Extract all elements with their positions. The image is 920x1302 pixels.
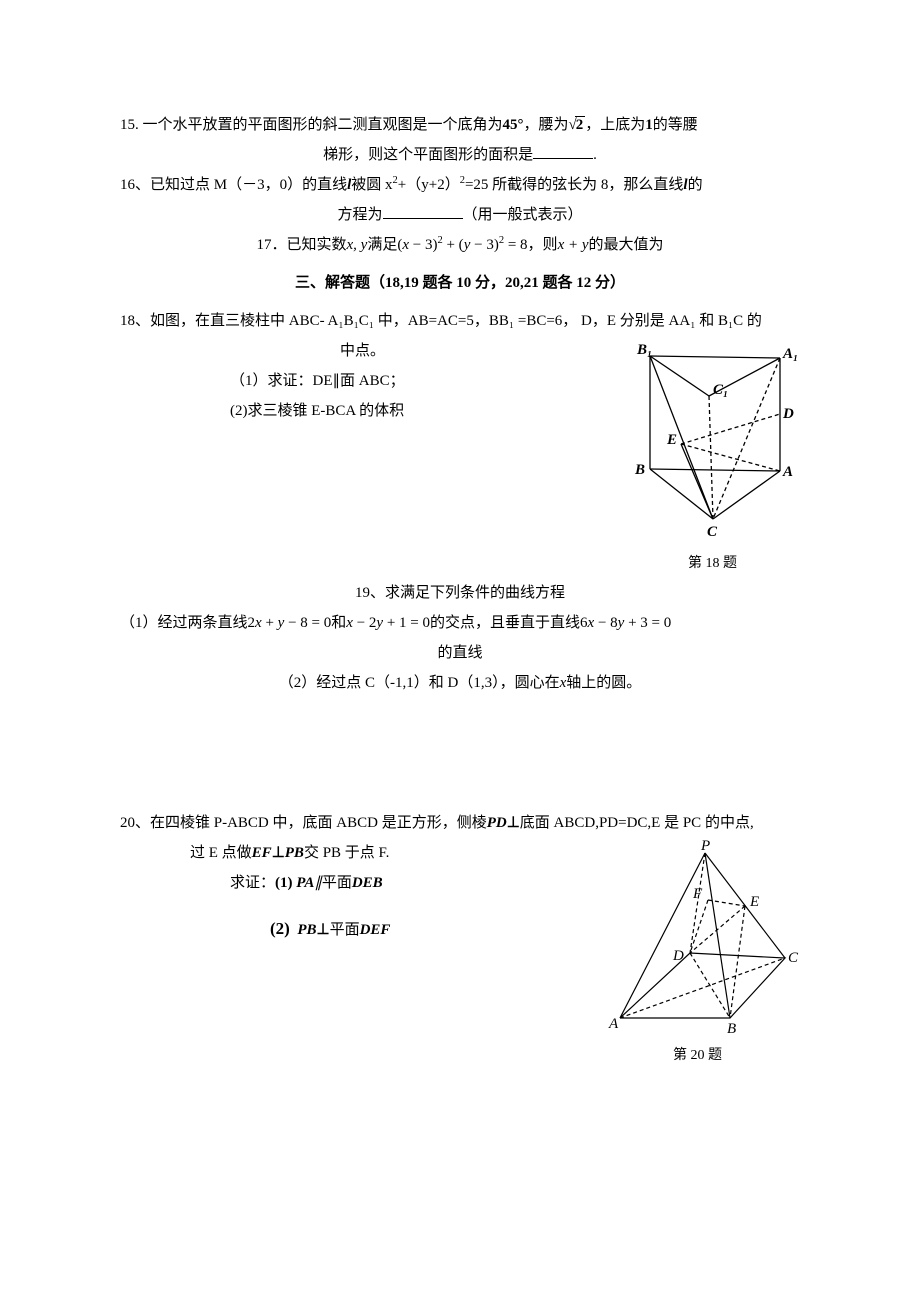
svg-text:C: C <box>707 524 718 540</box>
q20-caption: 第 20 题 <box>595 1042 800 1070</box>
spacer <box>120 698 800 808</box>
question-20-line1: 20、在四棱锥 P-ABCD 中，底面 ABCD 是正方形，侧棱PD⊥底面 AB… <box>120 808 800 838</box>
question-16: 16、已知过点 M（－3，0）的直线l被圆 x2+（y+2）2=25 所截得的弦… <box>120 170 800 200</box>
q16-line2: 方程为（用一般式表示） <box>120 200 800 230</box>
svg-text:A: A <box>782 464 793 480</box>
svg-text:C: C <box>788 950 799 966</box>
q20-part1: 求证：(1) PA∥平面DEB <box>120 868 575 898</box>
pyramid-diagram-icon: P E F D C A B <box>595 838 800 1038</box>
svg-text:D: D <box>672 948 684 964</box>
svg-text:E: E <box>749 894 759 910</box>
blank-field[interactable] <box>383 203 463 219</box>
q20-row: 过 E 点做EF⊥PB交 PB 于点 F. 求证：(1) PA∥平面DEB (2… <box>120 838 800 1070</box>
question-19-title: 19、求满足下列条件的曲线方程 <box>120 578 800 608</box>
q18-line2: 中点。 <box>120 336 605 366</box>
q18-figure: B₁ A₁ C₁ D E B A C 第 18 题 <box>625 336 800 578</box>
q19-line2: 的直线 <box>120 638 800 668</box>
svg-text:A: A <box>608 1016 619 1032</box>
svg-text:D: D <box>782 406 794 422</box>
q20-part2: (2) PB⊥平面DEF <box>120 912 575 946</box>
q20-figure: P E F D C A B 第 20 题 <box>595 838 800 1070</box>
perp-icon: ⊥ <box>507 815 520 831</box>
q18-caption: 第 18 题 <box>625 550 800 578</box>
q19-eq1: 2x + y − 8 = 0 <box>248 615 332 631</box>
question-18-line1: 18、如图，在直三棱柱中 ABC- A₁B₁C₁ 中，AB=AC=5，BB₁ =… <box>120 306 800 336</box>
q18-row: 中点。 （1）求证：DE∥面 ABC； (2)求三棱锥 E-BCA 的体积 <box>120 336 800 578</box>
sqrt-2-icon: √2 <box>569 110 586 140</box>
one: 1 <box>645 117 653 133</box>
angle-45: 45° <box>503 117 524 133</box>
svg-text:P: P <box>700 838 710 854</box>
question-15: 15. 一个水平放置的平面图形的斜二测直观图是一个底角为45°，腰为√2，上底为… <box>120 110 800 140</box>
q20-text-col: 过 E 点做EF⊥PB交 PB 于点 F. 求证：(1) PA∥平面DEB (2… <box>120 838 575 946</box>
svg-text:B: B <box>727 1021 736 1037</box>
svg-text:C₁: C₁ <box>713 382 728 398</box>
svg-text:E: E <box>666 432 677 448</box>
q18-part2: (2)求三棱锥 E-BCA 的体积 <box>120 396 605 426</box>
prism-diagram-icon: B₁ A₁ C₁ D E B A C <box>625 336 800 546</box>
q19-eq3: 6x − 8y + 3 = 0 <box>580 615 671 631</box>
q15-line2: 梯形，则这个平面图形的面积是. <box>120 140 800 170</box>
q18-part1: （1）求证：DE∥面 ABC； <box>120 366 605 396</box>
q19-part1: （1）经过两条直线2x + y − 8 = 0和x − 2y + 1 = 0的交… <box>120 608 800 638</box>
svg-text:B₁: B₁ <box>636 342 652 358</box>
q18-text-col: 中点。 （1）求证：DE∥面 ABC； (2)求三棱锥 E-BCA 的体积 <box>120 336 605 426</box>
q19-eq2: x − 2y + 1 = 0 <box>346 615 430 631</box>
question-17: 17．已知实数x, y满足(x − 3)2 + (y − 3)2 = 8，则x … <box>120 230 800 260</box>
section-3-title: 三、解答题（18,19 题各 10 分，20,21 题各 12 分） <box>120 268 800 298</box>
svg-text:B: B <box>634 462 645 478</box>
blank-field[interactable] <box>533 143 593 159</box>
svg-text:A₁: A₁ <box>782 346 798 362</box>
q15-text: 15. 一个水平放置的平面图形的斜二测直观图是一个底角为 <box>120 117 503 133</box>
q19-part2: （2）经过点 C（-1,1）和 D（1,3），圆心在x轴上的圆。 <box>120 668 800 698</box>
q20-line2: 过 E 点做EF⊥PB交 PB 于点 F. <box>120 838 575 868</box>
q17-eq: (x − 3)2 + (y − 3)2 = 8 <box>397 237 527 253</box>
svg-text:F: F <box>692 886 703 902</box>
